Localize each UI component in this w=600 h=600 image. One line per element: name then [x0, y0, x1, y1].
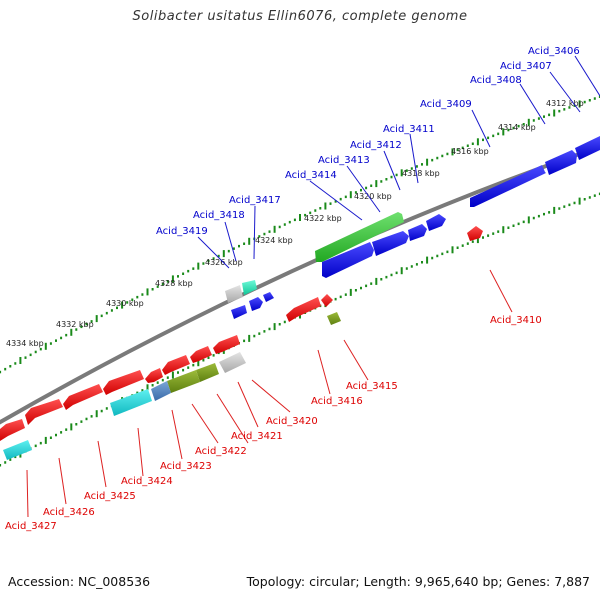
- gene-label[interactable]: Acid_3411: [383, 124, 435, 135]
- gene-arrow[interactable]: [225, 285, 243, 303]
- gene-arrow[interactable]: [63, 384, 103, 410]
- gene-label[interactable]: Acid_3421: [231, 431, 283, 442]
- gene-arrow[interactable]: [545, 150, 577, 175]
- scale-label: 4316 kbp: [451, 147, 489, 156]
- scale-label: 4320 kbp: [354, 192, 392, 201]
- reverse-gene-track: [0, 226, 483, 460]
- gene-label[interactable]: Acid_3412: [350, 140, 402, 151]
- gene-label[interactable]: Acid_3424: [121, 476, 173, 487]
- gene-arrow[interactable]: [219, 352, 246, 373]
- gene-label[interactable]: Acid_3418: [193, 210, 245, 221]
- forward-gene-track: [225, 136, 600, 319]
- gene-arrow[interactable]: [242, 280, 257, 295]
- genome-summary-text: Topology: circular; Length: 9,965,640 bp…: [246, 574, 590, 589]
- gene-arrow[interactable]: [408, 224, 427, 241]
- gene-label[interactable]: Acid_3417: [229, 195, 281, 206]
- scale-label: 4312 kbp: [546, 99, 584, 108]
- gene-arrow[interactable]: [372, 231, 409, 256]
- gene-label[interactable]: Acid_3413: [318, 155, 370, 166]
- gene-label[interactable]: Acid_3409: [420, 99, 472, 110]
- gene-arrow[interactable]: [575, 136, 600, 160]
- upper-tick-track: [0, 95, 600, 374]
- reverse-gene-labels: Acid_3410 Acid_3415 Acid_3416 Acid_3420 …: [5, 315, 542, 532]
- gene-arrow[interactable]: [196, 363, 219, 382]
- gene-arrow[interactable]: [213, 335, 240, 354]
- gene-arrow[interactable]: [467, 226, 483, 241]
- gene-label[interactable]: Acid_3416: [311, 396, 363, 407]
- scale-label: 4334 kbp: [6, 339, 44, 348]
- gene-arrow[interactable]: [190, 346, 212, 363]
- gene-label[interactable]: Acid_3427: [5, 521, 57, 532]
- gene-arrow[interactable]: [322, 242, 374, 278]
- forward-gene-labels: Acid_3406 Acid_3407 Acid_3408 Acid_3409 …: [156, 46, 580, 237]
- gene-arrow[interactable]: [103, 370, 144, 395]
- gene-arrow[interactable]: [286, 297, 321, 322]
- gene-arrow[interactable]: [25, 399, 63, 425]
- gene-arrow[interactable]: [162, 355, 190, 375]
- gene-label[interactable]: Acid_3408: [470, 75, 522, 86]
- scale-label: 4322 kbp: [304, 214, 342, 223]
- gene-arrow[interactable]: [426, 214, 446, 231]
- gene-label[interactable]: Acid_3407: [500, 61, 552, 72]
- gene-arrow[interactable]: [0, 419, 25, 441]
- forward-leader-lines: [197, 55, 600, 269]
- lower-tick-track: [0, 192, 600, 467]
- gene-arrow[interactable]: [110, 389, 152, 416]
- gene-arrow[interactable]: [3, 440, 32, 460]
- gene-label[interactable]: Acid_3425: [84, 491, 136, 502]
- gene-label[interactable]: Acid_3420: [266, 416, 318, 427]
- gene-label[interactable]: Acid_3414: [285, 170, 337, 181]
- scale-label: 4318 kbp: [402, 169, 440, 178]
- gene-arrow[interactable]: [327, 312, 341, 325]
- accession-text: Accession: NC_008536: [8, 574, 151, 589]
- gene-arrow[interactable]: [321, 294, 333, 307]
- reverse-leader-lines: [26, 269, 513, 518]
- gene-label[interactable]: Acid_3419: [156, 226, 208, 237]
- gene-arrow[interactable]: [151, 381, 171, 401]
- gene-label[interactable]: Acid_3422: [195, 446, 247, 457]
- gene-label[interactable]: Acid_3426: [43, 507, 95, 518]
- gene-label[interactable]: Acid_3406: [528, 46, 580, 57]
- scale-label: 4324 kbp: [255, 236, 293, 245]
- gene-label[interactable]: Acid_3410: [490, 315, 542, 326]
- gene-arrow[interactable]: [470, 165, 546, 207]
- gene-label[interactable]: Acid_3423: [160, 461, 212, 472]
- map-title: Solibacter usitatus Ellin6076, complete …: [132, 9, 468, 24]
- scale-label: 4314 kbp: [498, 123, 536, 132]
- scale-label: 4332 kbp: [56, 320, 94, 329]
- gene-arrow[interactable]: [167, 370, 200, 393]
- scale-label: 4328 kbp: [155, 279, 193, 288]
- scale-label: 4330 kbp: [106, 299, 144, 308]
- gene-arrow[interactable]: [263, 292, 274, 302]
- gene-arrow[interactable]: [249, 297, 263, 311]
- gene-arrow[interactable]: [145, 368, 163, 383]
- gene-label[interactable]: Acid_3415: [346, 381, 398, 392]
- gene-arrow[interactable]: [231, 305, 247, 319]
- gene-arrow[interactable]: [315, 212, 404, 262]
